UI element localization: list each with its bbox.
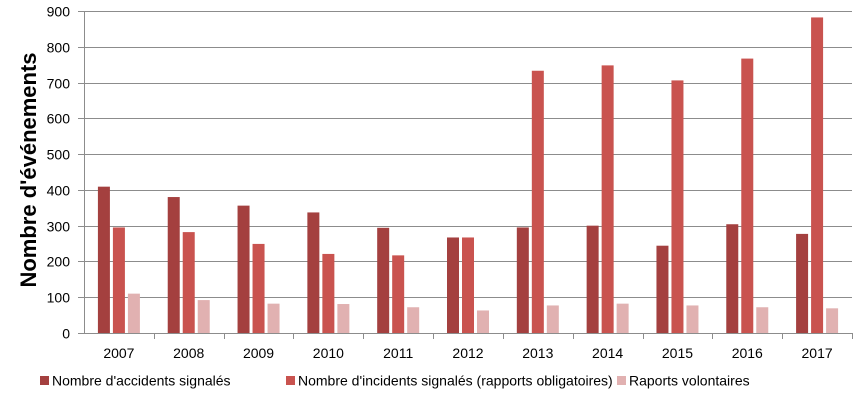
- legend-swatch-series-1: [40, 376, 49, 385]
- bar-2015-series-1: [656, 245, 669, 333]
- legend: Nombre d'accidents signalés Nombre d'inci…: [40, 373, 750, 389]
- bar-2009-series-1: [237, 205, 250, 333]
- x-tick-label: 2017: [802, 345, 833, 361]
- y-tick-labels: 0 100 200 300 400 500 600 700 800 900: [47, 4, 84, 342]
- bars: [97, 17, 839, 334]
- x-tick-label: 2009: [243, 345, 274, 361]
- bar-2012-series-3: [477, 310, 489, 333]
- bar-2013-series-3: [546, 305, 559, 333]
- bar-2009-series-3: [267, 303, 280, 333]
- legend-swatch-series-2: [286, 376, 295, 385]
- bar-2007-series-1: [97, 186, 110, 333]
- bar-2010-series-1: [307, 212, 320, 333]
- bar-2015-series-3: [686, 305, 699, 333]
- bar-2015-series-2: [671, 80, 684, 333]
- bar-2010-series-3: [337, 304, 350, 333]
- bar-2011-series-1: [377, 227, 390, 333]
- bar-2010-series-2: [322, 253, 335, 333]
- x-tick-label: 2013: [522, 345, 553, 361]
- bar-2012-series-1: [447, 237, 459, 333]
- bar-2007-series-2: [112, 227, 125, 333]
- y-axis-title: Nombre d'événements: [16, 52, 41, 287]
- x-tick-labels: 2007 2008 2009 2010 2011 2012 2013 2014 2015 2016…: [103, 333, 853, 361]
- bar-2017-series-1: [796, 233, 809, 333]
- bar-2013-series-1: [516, 227, 529, 333]
- bar-2008-series-3: [197, 300, 210, 333]
- y-tick-label: 600: [47, 111, 71, 127]
- legend-label-series-2: Nombre d'incidents signalés (rapports ob…: [298, 373, 613, 389]
- bar-2007-series-3: [127, 293, 140, 333]
- bar-2014-series-2: [601, 65, 614, 333]
- axes: [84, 11, 852, 334]
- bar-2016-series-3: [756, 307, 769, 333]
- y-tick-label: 700: [47, 76, 71, 92]
- y-tick-label: 500: [47, 147, 71, 163]
- bar-2009-series-2: [252, 243, 265, 333]
- y-tick-label: 0: [62, 326, 70, 342]
- bar-2011-series-3: [407, 307, 420, 333]
- bar-2012-series-2: [462, 237, 474, 333]
- y-tick-label: 900: [47, 4, 71, 20]
- bar-2013-series-2: [531, 70, 544, 333]
- bar-2017-series-3: [826, 308, 839, 333]
- x-tick-label: 2012: [452, 345, 483, 361]
- x-tick-label: 2007: [103, 345, 134, 361]
- legend-label-series-1: Nombre d'accidents signalés: [52, 373, 231, 389]
- legend-label-series-3: Raports volontaires: [629, 373, 750, 389]
- bar-2014-series-3: [616, 303, 629, 333]
- bar-2011-series-2: [392, 255, 405, 333]
- x-tick-label: 2015: [662, 345, 693, 361]
- bar-2008-series-2: [182, 232, 195, 333]
- bar-2014-series-1: [586, 225, 599, 333]
- y-tick-label: 100: [47, 290, 71, 306]
- y-tick-label: 300: [47, 219, 71, 235]
- y-tick-label: 200: [47, 254, 71, 270]
- gridlines: [84, 11, 852, 298]
- bar-2017-series-2: [811, 17, 824, 333]
- x-tick-label: 2014: [592, 345, 623, 361]
- legend-swatch-series-3: [617, 376, 626, 385]
- bar-2016-series-2: [741, 58, 754, 334]
- x-tick-label: 2011: [383, 345, 413, 361]
- y-tick-label: 400: [47, 183, 71, 199]
- x-tick-label: 2010: [313, 345, 344, 361]
- bar-2008-series-1: [167, 197, 180, 333]
- x-tick-label: 2008: [173, 345, 204, 361]
- x-tick-label: 2016: [732, 345, 763, 361]
- bar-2016-series-1: [726, 224, 739, 333]
- y-tick-label: 800: [47, 40, 71, 56]
